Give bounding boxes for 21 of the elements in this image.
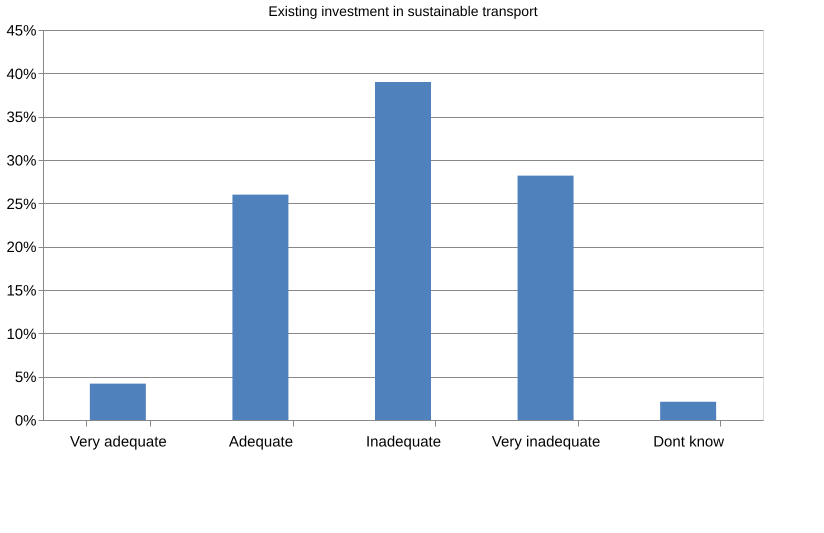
y-tick-label: 30% — [6, 152, 36, 170]
y-tick-label: 40% — [6, 66, 36, 83]
y-tick-label: 35% — [6, 109, 36, 126]
x-tick-label: Very inadequate — [492, 434, 600, 450]
bar — [375, 82, 431, 420]
x-tick-label: Adequate — [228, 434, 294, 450]
y-tick-label: 15% — [6, 282, 36, 300]
y-tick-label: 10% — [6, 326, 36, 343]
y-tick-label: 45% — [6, 22, 36, 40]
y-tick-label: 20% — [6, 239, 36, 256]
bar — [660, 402, 716, 420]
bar — [232, 194, 288, 420]
bar — [518, 176, 574, 420]
bar — [90, 384, 146, 420]
x-tick-label: Dont know — [653, 434, 724, 450]
y-tick-label: 25% — [6, 196, 36, 213]
y-tick-label: 0% — [14, 412, 36, 430]
x-tick-label: Inadequate — [366, 434, 442, 450]
x-tick-label: Very adequate — [70, 434, 167, 450]
y-tick-label: 5% — [14, 369, 36, 386]
chart-title: Existing investment in sustainable transport — [268, 3, 538, 19]
